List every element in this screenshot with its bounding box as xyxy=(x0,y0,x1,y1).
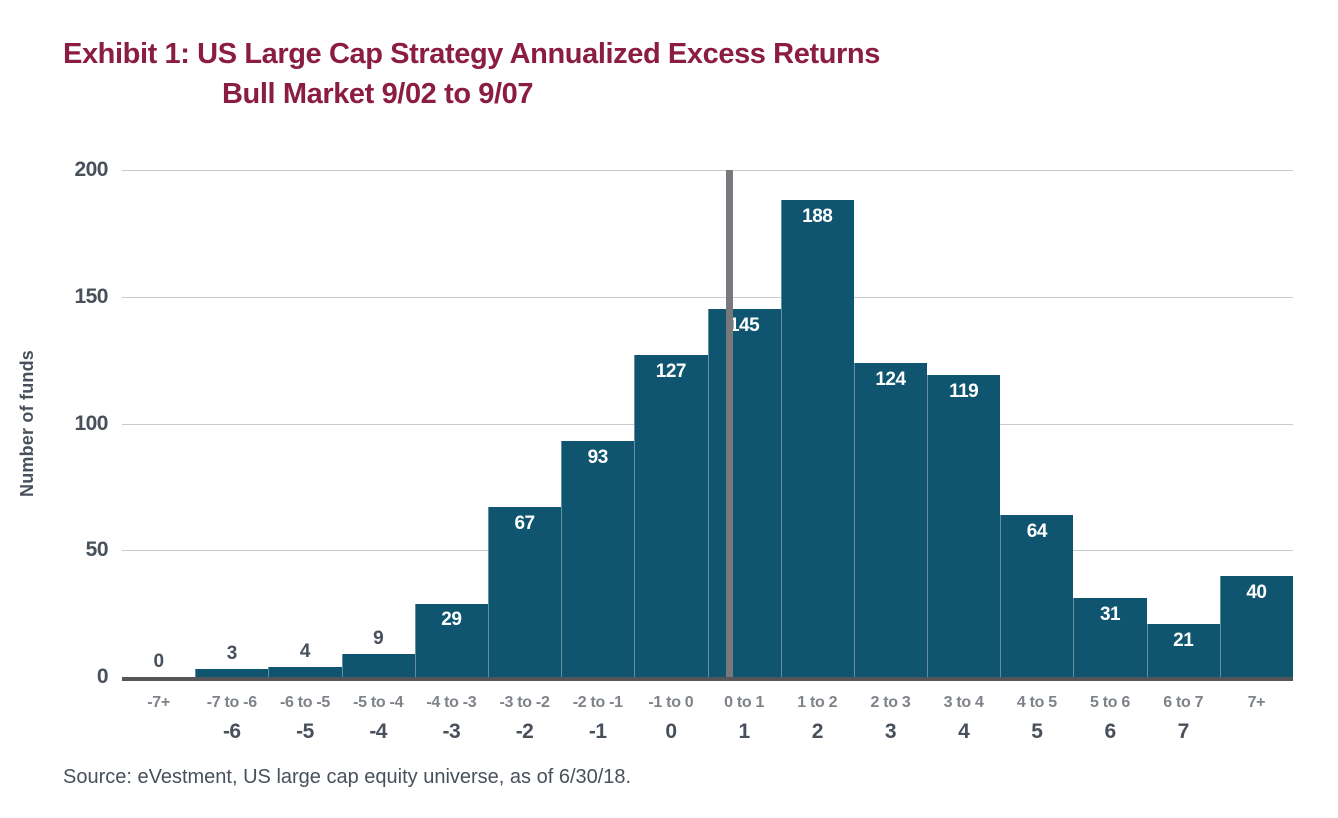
y-tick-label: 200 xyxy=(74,158,108,181)
bar-cell: 67 xyxy=(487,170,562,677)
x-axis-label-range: -3 to -2 xyxy=(499,694,550,711)
x-axis-label-upper-bound xyxy=(122,719,195,745)
bar xyxy=(634,355,708,677)
chart-title: Exhibit 1: US Large Cap Strategy Annuali… xyxy=(63,34,880,114)
bar-value-label: 9 xyxy=(373,628,384,650)
x-axis-upper-bound-labels: -6 -5 -4 -3 -2 -1 0 1 2 3 4 5 6 7 xyxy=(122,719,1293,745)
bar xyxy=(414,603,488,677)
bar-value-label: 29 xyxy=(441,609,462,631)
y-tick-label: 50 xyxy=(85,538,109,562)
bar-value-label: 124 xyxy=(875,368,906,390)
x-axis-label-range: 2 to 3 xyxy=(870,694,911,711)
x-axis-label-range: -2 to -1 xyxy=(572,694,623,711)
plot-area: 0 3 4 9 29 67 93 127 145 188 124 119 64 31 21 40 xyxy=(122,170,1293,681)
bar xyxy=(1073,598,1147,677)
bar-cell: 64 xyxy=(1000,170,1074,677)
bar-cell: 31 xyxy=(1073,170,1147,677)
bar xyxy=(195,669,269,677)
bar-cell: 93 xyxy=(561,170,635,677)
x-axis-label-range: 6 to 7 xyxy=(1163,694,1204,711)
x-axis-label-range: -7 to -6 xyxy=(206,694,257,711)
bar-value-label: 93 xyxy=(587,447,609,469)
bar-value-label: 67 xyxy=(514,513,535,535)
bar-cell: 3 xyxy=(195,170,269,677)
x-axis-label-upper-bound: 2 xyxy=(811,720,824,743)
bar-cell: 40 xyxy=(1219,170,1293,677)
x-axis-label-upper-bound: 3 xyxy=(884,720,897,743)
x-axis-label-upper-bound: -5 xyxy=(296,720,314,743)
bar-value-label: 40 xyxy=(1246,581,1267,603)
gridline xyxy=(122,296,1293,298)
bar xyxy=(853,362,928,677)
bar xyxy=(561,441,635,677)
bar-value-label: 64 xyxy=(1026,520,1048,542)
x-axis-label-range: -5 to -4 xyxy=(353,694,404,711)
source-note: Source: eVestment, US large cap equity u… xyxy=(63,766,632,788)
bar-value-label: 127 xyxy=(655,361,687,383)
x-axis-label-upper-bound: -6 xyxy=(222,720,241,743)
bar-cell: 127 xyxy=(634,170,708,677)
x-axis-label-upper-bound: 5 xyxy=(1031,720,1043,743)
x-axis-label-upper-bound: -1 xyxy=(588,720,607,743)
bar-cell: 119 xyxy=(927,170,1001,677)
bar-cell: 124 xyxy=(853,170,928,677)
x-axis-label-range: 1 to 2 xyxy=(797,694,838,711)
bar-cell: 145 xyxy=(707,170,781,677)
bar xyxy=(1000,514,1074,677)
bar-cell: 188 xyxy=(780,170,854,677)
bar xyxy=(780,200,854,677)
bar-value-label: 21 xyxy=(1173,629,1194,651)
bar-cell: 21 xyxy=(1146,170,1220,677)
bar-value-label: 119 xyxy=(949,381,979,403)
bar xyxy=(487,507,562,677)
y-axis-tick-labels: 0 50 100 150 200 xyxy=(0,159,109,688)
x-axis-label-upper-bound xyxy=(1220,719,1293,745)
x-axis-label-range: 7+ xyxy=(1247,694,1266,711)
bar-series: 0 3 4 9 29 67 93 127 145 188 124 119 64 31 21 40 xyxy=(122,170,1293,677)
bar-cell: 9 xyxy=(341,170,415,677)
x-axis-label-range: -4 to -3 xyxy=(426,694,477,711)
gridline xyxy=(122,170,1293,171)
chart-title-line-1: Exhibit 1: US Large Cap Strategy Annuali… xyxy=(63,38,880,70)
x-axis-label-upper-bound: -3 xyxy=(442,720,461,743)
bar xyxy=(707,309,781,677)
x-axis-range-labels: -7+ -7 to -6 -6 to -5 -5 to -4 -4 to -3 -3 to… xyxy=(122,694,1293,712)
y-tick-label: 0 xyxy=(96,665,109,688)
y-tick-label: 100 xyxy=(74,411,108,435)
bar-cell: 29 xyxy=(414,170,488,677)
x-axis-label-range: 3 to 4 xyxy=(943,694,984,711)
x-axis-label-range: -1 to 0 xyxy=(648,694,694,711)
y-tick-label: 150 xyxy=(74,284,108,308)
bar xyxy=(341,654,415,677)
x-axis-label-upper-bound: 6 xyxy=(1104,720,1116,743)
x-axis-label-upper-bound: 0 xyxy=(665,720,677,743)
x-axis-label-upper-bound: -4 xyxy=(369,720,387,743)
x-axis-label-upper-bound: 7 xyxy=(1177,720,1190,743)
bar-cell: 4 xyxy=(268,170,342,677)
x-axis-label-range: -6 to -5 xyxy=(279,694,330,711)
bar xyxy=(268,666,342,677)
bar-value-label: 188 xyxy=(802,206,833,228)
x-axis-label-range: 4 to 5 xyxy=(1016,694,1057,711)
bar xyxy=(1219,575,1293,677)
x-axis-label-range: -7+ xyxy=(147,694,170,711)
bar-cell: 0 xyxy=(122,170,195,677)
zero-divider-line xyxy=(725,170,733,677)
x-axis-label-upper-bound: -2 xyxy=(515,720,534,743)
bar-value-label: 0 xyxy=(153,651,165,672)
bar-value-label: 31 xyxy=(1099,604,1121,626)
x-axis-label-upper-bound: 4 xyxy=(958,720,970,743)
x-axis-label-upper-bound: 1 xyxy=(738,720,751,743)
chart-title-line-2: Bull Market 9/02 to 9/07 xyxy=(222,78,534,110)
x-axis-label-range: 5 to 6 xyxy=(1090,694,1131,711)
bar-value-label: 4 xyxy=(299,640,311,662)
bar xyxy=(927,375,1001,677)
bar-value-label: 3 xyxy=(226,643,238,665)
bar-value-label: 145 xyxy=(728,315,760,337)
bar xyxy=(1146,623,1220,677)
x-axis-label-range: 0 to 1 xyxy=(724,694,765,711)
